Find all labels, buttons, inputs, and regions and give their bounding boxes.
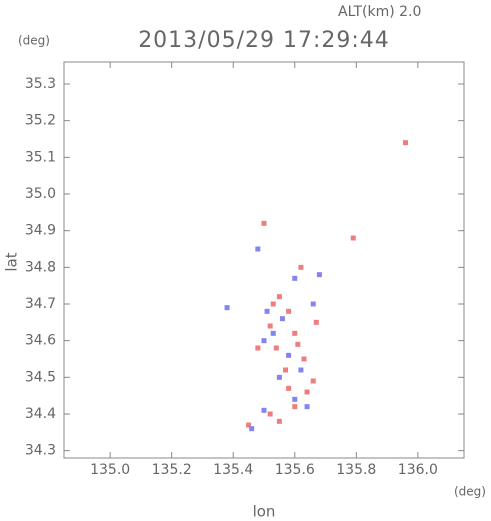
y-tick-label: 34.4 [25,406,56,422]
y-tick-label: 35.0 [25,186,56,202]
y-tick-label: 34.8 [25,259,56,275]
point [292,396,298,402]
x-tick-label: 136.0 [398,462,438,478]
y-tick-label: 34.7 [25,296,56,312]
point [261,338,267,344]
y-tick-label: 34.5 [25,369,56,385]
y-label: lat [3,252,21,271]
point [261,220,267,226]
point [304,404,310,410]
plot-frame [63,61,465,459]
point [267,411,273,417]
chart-title: 2013/05/29 17:29:44 [138,28,390,53]
point [255,246,261,252]
point [249,426,255,432]
point [276,294,282,300]
point [313,319,319,325]
point [264,308,270,314]
y-tick-label: 34.3 [25,443,56,459]
x-tick-label: 135.8 [336,462,376,478]
x-tick-label: 135.2 [152,462,192,478]
x-tick-label: 135.6 [275,462,315,478]
y-tick-label: 35.3 [25,76,56,92]
point [292,404,298,410]
y-unit: (deg) [18,34,50,48]
point [267,323,273,329]
point [298,264,304,270]
point [292,275,298,281]
point [286,352,292,358]
y-tick-label: 35.1 [25,149,56,165]
point [286,308,292,314]
point [283,367,289,373]
point [403,140,409,146]
y-tick-label: 34.9 [25,223,56,239]
point [295,341,301,347]
point [273,345,279,351]
x-tick-label: 135.0 [90,462,130,478]
point [286,385,292,391]
point [261,407,267,413]
point [276,418,282,424]
point [224,305,230,311]
point [292,330,298,336]
point [298,367,304,373]
point [276,374,282,380]
y-tick-label: 35.2 [25,113,56,129]
y-tick-label: 34.6 [25,333,56,349]
point [246,422,252,428]
point [270,330,276,336]
point [255,345,261,351]
point [316,272,322,278]
point [350,235,356,241]
point [301,356,307,362]
x-tick-label: 135.4 [213,462,253,478]
x-label: lon [253,503,276,521]
point [279,316,285,322]
point [270,301,276,307]
point [304,389,310,395]
point [310,301,316,307]
point [310,378,316,384]
chart-subtitle: ALT(km) 2.0 [338,4,421,20]
x-unit: (deg) [454,485,486,499]
